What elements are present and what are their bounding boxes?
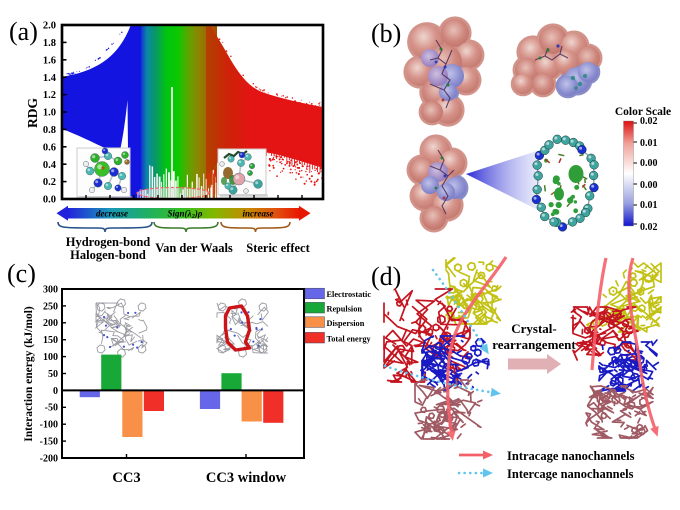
svg-text:RDG: RDG xyxy=(25,98,40,128)
svg-text:-200: -200 xyxy=(40,453,58,464)
svg-text:Color Scale: Color Scale xyxy=(615,106,671,118)
svg-text:increase: increase xyxy=(243,209,274,219)
svg-text:300: 300 xyxy=(43,284,58,295)
svg-text:0: 0 xyxy=(53,386,58,397)
svg-text:(d): (d) xyxy=(371,262,401,291)
svg-text:1.6: 1.6 xyxy=(43,55,56,66)
svg-text:1.0: 1.0 xyxy=(43,108,56,119)
svg-text:0.02: 0.02 xyxy=(640,222,658,233)
svg-text:-50: -50 xyxy=(45,403,58,414)
svg-text:CC3: CC3 xyxy=(112,470,140,486)
svg-text:100: 100 xyxy=(43,352,58,363)
svg-text:150: 150 xyxy=(43,335,58,346)
svg-text:(a): (a) xyxy=(9,17,38,46)
svg-text:50: 50 xyxy=(48,369,58,380)
svg-text:2.0: 2.0 xyxy=(43,21,56,32)
svg-text:Electrostatic: Electrostatic xyxy=(327,290,372,299)
svg-text:Total energy: Total energy xyxy=(327,334,372,343)
svg-text:Hydrogen-bond: Hydrogen-bond xyxy=(66,235,151,249)
svg-text:200: 200 xyxy=(43,318,58,329)
svg-text:250: 250 xyxy=(43,301,58,312)
svg-text:Interaction energy (kJ/mol): Interaction energy (kJ/mol) xyxy=(23,306,35,442)
svg-text:Repulsion: Repulsion xyxy=(327,304,363,313)
svg-text:1.8: 1.8 xyxy=(43,38,56,49)
svg-text:rearrangement: rearrangement xyxy=(492,337,576,352)
svg-text:0.6: 0.6 xyxy=(43,142,56,153)
svg-text:-150: -150 xyxy=(40,437,58,448)
svg-text:1.4: 1.4 xyxy=(43,73,57,84)
svg-text:0.00: 0.00 xyxy=(640,180,658,191)
svg-text:decrease: decrease xyxy=(96,209,128,219)
svg-text:0.01: 0.01 xyxy=(640,138,658,149)
svg-text:1.2: 1.2 xyxy=(43,90,56,101)
svg-text:Crystal-: Crystal- xyxy=(511,321,557,336)
svg-text:Sign(λ2)ρ: Sign(λ2)ρ xyxy=(168,209,203,221)
svg-text:(b): (b) xyxy=(371,19,401,48)
svg-text:0.4: 0.4 xyxy=(43,160,57,171)
svg-text:CC3 window: CC3 window xyxy=(206,470,287,486)
svg-text:Van der Waals: Van der Waals xyxy=(155,241,233,255)
svg-text:Halogen-bond: Halogen-bond xyxy=(70,248,146,262)
svg-text:0.2: 0.2 xyxy=(43,177,56,188)
svg-text:Intracage nanochannels: Intracage nanochannels xyxy=(507,449,635,463)
svg-text:-100: -100 xyxy=(40,420,58,431)
svg-text:0.8: 0.8 xyxy=(43,125,56,136)
svg-text:0.0: 0.0 xyxy=(43,195,56,206)
svg-text:(c): (c) xyxy=(7,259,36,288)
svg-text:0.02: 0.02 xyxy=(640,116,658,127)
svg-text:Steric effect: Steric effect xyxy=(246,241,310,255)
svg-text:0.01: 0.01 xyxy=(640,200,658,211)
svg-text:Dispersion: Dispersion xyxy=(327,319,365,328)
svg-text:0.00: 0.00 xyxy=(640,158,658,169)
svg-text:Intercage nanochannels: Intercage nanochannels xyxy=(507,467,634,481)
